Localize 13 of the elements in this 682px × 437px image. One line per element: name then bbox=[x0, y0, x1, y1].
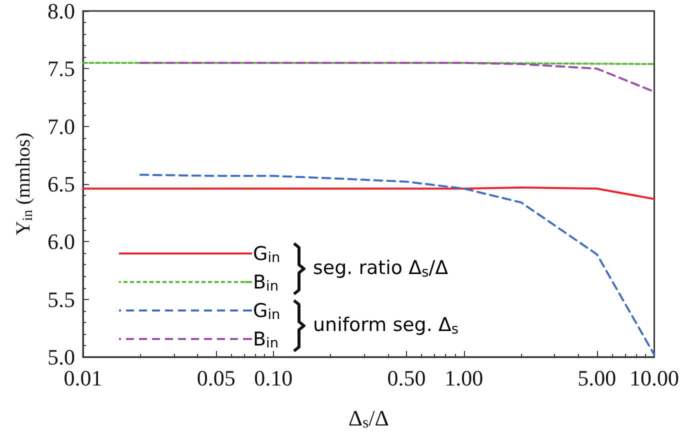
y-tick-label: 6.5 bbox=[48, 172, 75, 196]
y-tick-label: 8.0 bbox=[48, 0, 75, 24]
x-tick-label: 10.00 bbox=[630, 366, 679, 390]
y-axis-title: Yin (mmhos) bbox=[12, 132, 36, 236]
x-tick-label: 5.00 bbox=[578, 366, 616, 390]
x-tick-label: 0.10 bbox=[254, 366, 293, 390]
x-tick-label: 0.05 bbox=[196, 366, 236, 390]
x-tick-label: 0.50 bbox=[387, 366, 426, 390]
y-tick-label: 5.5 bbox=[48, 286, 75, 312]
y-tick-label: 6.0 bbox=[48, 229, 75, 254]
y-tick-label: 7.0 bbox=[48, 114, 75, 139]
y-tick-label: 7.5 bbox=[48, 56, 75, 82]
x-tick-label: 1.00 bbox=[444, 366, 484, 390]
